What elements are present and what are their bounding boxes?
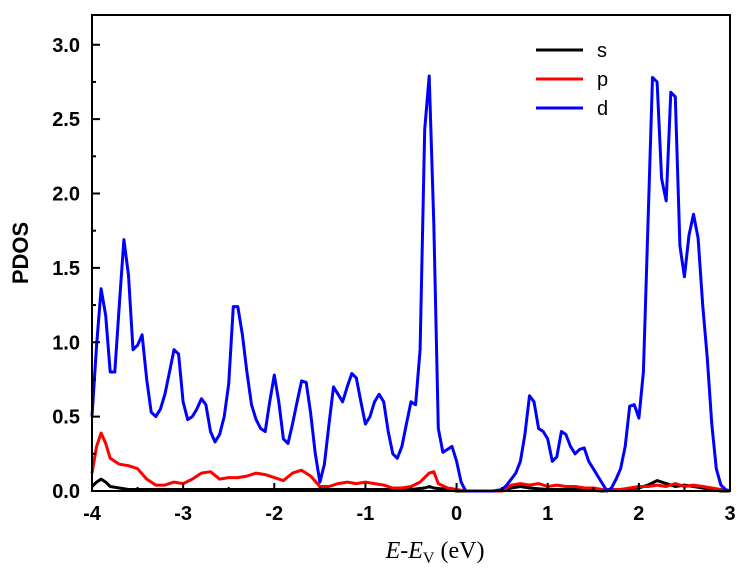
legend: s p d [536,40,608,120]
x-tick-label: 1 [542,503,553,525]
y-tick-label: 3.0 [52,35,80,57]
y-tick-label: 0.0 [52,481,80,503]
x-tick-label: -2 [265,503,283,525]
y-tick-label: 1.5 [52,258,80,280]
y-tick-label: 2.5 [52,109,80,131]
x-tick-label: -4 [83,503,102,525]
x-axis-title-e: E [385,538,401,564]
y-tick-label: 0.5 [52,407,80,429]
plot-frame [91,14,731,492]
x-tick-label: 2 [633,503,644,525]
legend-label-p: p [597,69,608,91]
y-tick-label: 2.0 [52,184,80,206]
series-line-p [90,431,731,493]
x-axis-title-sub: V [423,550,435,567]
x-axis-title-ev: E [407,538,423,564]
plot-content [90,74,731,493]
legend-label-d: d [597,98,608,120]
x-axis-title-dash: - [400,538,408,564]
y-axis-title: PDOS [8,222,33,284]
x-axis-title-unit: (eV) [434,538,484,564]
series-line-d [90,74,731,493]
x-axis-title: E-EV (eV) [385,538,485,567]
x-tick-label: 0 [451,503,462,525]
x-tick-label: 3 [724,503,735,525]
y-tick-label: 1.0 [52,332,80,354]
legend-label-s: s [597,40,607,62]
y-axis-ticks: 0.0 0.5 1.0 1.5 2.0 2.5 3.0 [52,35,100,503]
x-tick-label: -3 [174,503,192,525]
x-tick-label: -1 [357,503,375,525]
